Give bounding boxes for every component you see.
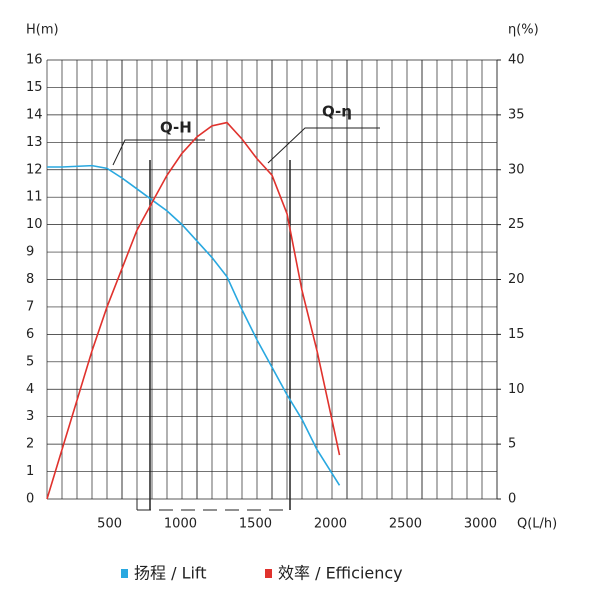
series-line (46, 121, 341, 500)
y-tick-label: 2 (26, 437, 34, 452)
y-tick-label: 5 (26, 354, 34, 369)
x-axis-label: Q(L/h) (517, 517, 557, 532)
y-tick-label: 11 (26, 190, 43, 205)
y2-tick-label: 20 (508, 272, 525, 287)
x-tick-label: 1000 (164, 517, 197, 532)
y-tick-label: 16 (26, 53, 43, 68)
x-tick-label: 1500 (239, 517, 272, 532)
y-tick-label: 9 (26, 245, 34, 260)
annotation: Q-η (322, 103, 352, 121)
series-line (47, 164, 341, 486)
x-tick-label: 2500 (389, 517, 422, 532)
y2-tick-label: 40 (508, 53, 525, 68)
y-axis-label: H(m) (26, 23, 59, 38)
y-tick-label: 8 (26, 272, 34, 287)
y2-axis-label: η(%) (508, 23, 539, 38)
y-tick-label: 15 (26, 80, 43, 95)
y-tick-label: 10 (26, 217, 43, 232)
x-tick-label: 500 (97, 517, 122, 532)
y-tick-label: 4 (26, 382, 34, 397)
y-tick-label: 0 (26, 492, 34, 507)
y2-tick-label: 30 (508, 162, 525, 177)
y2-tick-label: 10 (508, 382, 525, 397)
x-tick-label: 2000 (314, 517, 347, 532)
leader-line (112, 139, 205, 166)
annotation: Q-H (160, 119, 192, 137)
y-tick-label: 13 (26, 135, 43, 150)
y2-tick-label: 0 (508, 492, 516, 507)
y-tick-label: 6 (26, 327, 34, 342)
leader-line (267, 127, 380, 164)
legend: 扬程 / Lift 效率 / Efficiency (121, 564, 403, 583)
legend-swatch (121, 569, 128, 578)
y2-tick-label: 35 (508, 107, 525, 122)
y2-tick-label: 5 (508, 437, 516, 452)
y-tick-label: 3 (26, 409, 34, 424)
y-tick-label: 12 (26, 162, 43, 177)
y-tick-label: 14 (26, 107, 43, 122)
y-tick-label: 1 (26, 464, 34, 479)
y2-tick-label: 25 (508, 217, 525, 232)
y2-tick-label: 15 (508, 327, 525, 342)
y-tick-label: 7 (26, 299, 34, 314)
legend-label: 效率 / Efficiency (278, 564, 403, 583)
x-tick-label: 3000 (464, 517, 497, 532)
legend-swatch (265, 569, 272, 578)
legend-label: 扬程 / Lift (134, 564, 207, 583)
